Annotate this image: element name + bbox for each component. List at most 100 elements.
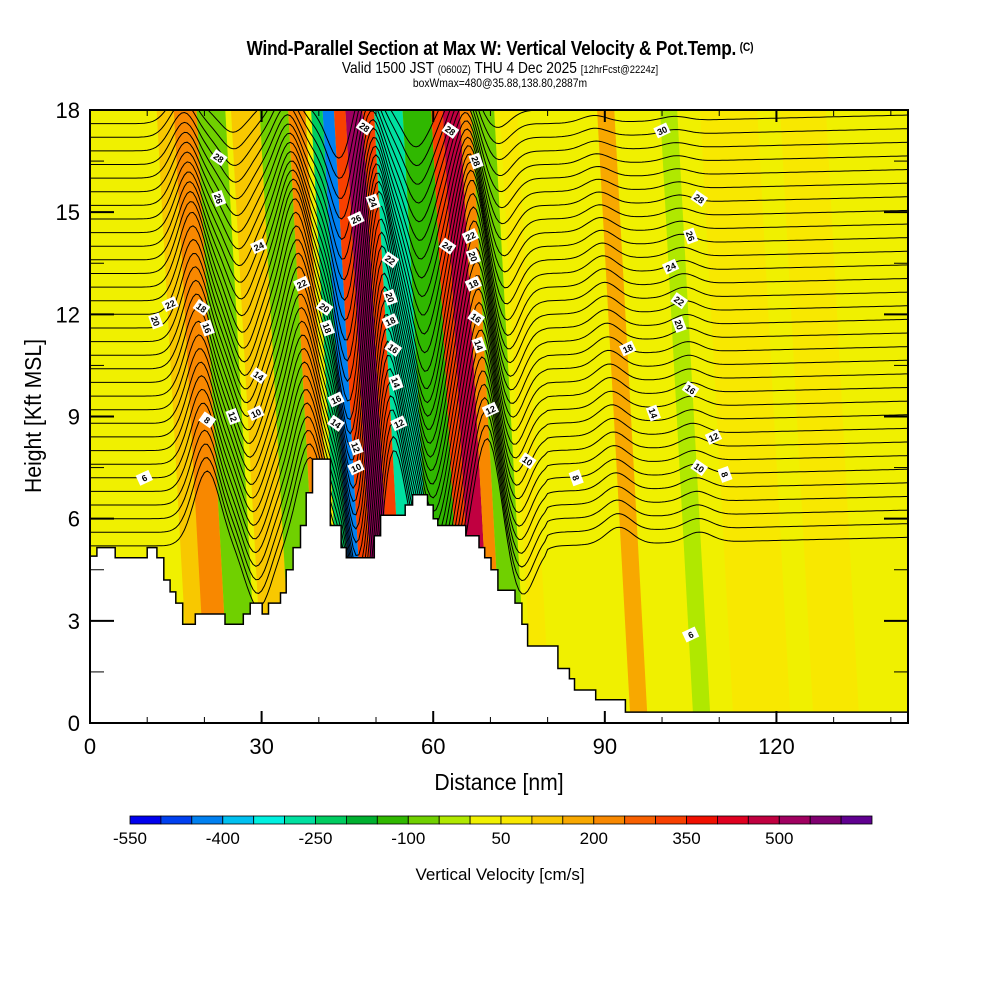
contour-label-text: 16 [330, 393, 343, 406]
contour-label-text: 22 [672, 294, 686, 308]
contour-label: 26 [683, 227, 699, 245]
contour-label-text: 8 [719, 471, 730, 479]
contour-label: 20 [315, 298, 334, 317]
contour-label-text: 28 [469, 155, 482, 168]
contour-label-text: 28 [357, 120, 371, 134]
contour-label: 28 [355, 118, 374, 136]
theta-contour-line [90, 145, 908, 341]
contour-label-text: 22 [295, 278, 308, 291]
colorbar-swatch [500, 815, 533, 825]
contour-label: 18 [381, 313, 399, 330]
x-axis: 0 30 60 90 120 [84, 110, 892, 759]
contour-label: 16 [327, 391, 345, 408]
contour-label-text: 26 [684, 230, 697, 243]
contour-label-text: 30 [656, 124, 669, 137]
theta-contour-line [90, 438, 908, 680]
theta-contour-line [90, 120, 908, 281]
contour-label: 16 [199, 319, 215, 337]
colorbar-swatch [253, 815, 285, 825]
colorbar-swatch [686, 815, 718, 825]
theta-contour-line [90, 161, 908, 383]
colorbar-label: 50 [492, 829, 511, 848]
theta-contour-line [90, 315, 908, 556]
theta-contour-line [90, 410, 908, 652]
contour-label: 24 [250, 238, 268, 255]
colorbar-label: -400 [206, 829, 240, 848]
y-tick-label: 18 [56, 98, 80, 123]
valid-utc: (0600Z) [437, 64, 471, 76]
theta-contour-line [90, 234, 908, 476]
theta-contour-line [90, 383, 908, 626]
colorbar-title: Vertical Velocity [cm/s] [415, 865, 584, 884]
theta-contour-line [90, 136, 908, 321]
contour-label-text: 28 [443, 124, 457, 138]
contour-label-text: 24 [252, 240, 265, 253]
colorbar-swatch [840, 815, 873, 825]
contour-label: 14 [327, 414, 345, 432]
theta-contour-line [90, 329, 908, 571]
contour-label-text: 14 [251, 369, 265, 383]
contour-label: 28 [209, 149, 228, 167]
contour-label-text: 20 [149, 315, 162, 328]
contour-label-text: 22 [164, 298, 177, 311]
contour-label: 12 [348, 438, 364, 456]
contour-label: 16 [467, 309, 485, 327]
theta-contour-line [90, 110, 908, 240]
terrain-mask [89, 458, 909, 724]
chart-title: Wind-Parallel Section at Max W: Vertical… [70, 38, 930, 61]
contour-label-text: 18 [384, 315, 397, 328]
contour-label: 12 [481, 401, 500, 418]
x-tick-label: 0 [84, 734, 96, 759]
theta-contour-line [90, 247, 908, 490]
contour-label-text: 20 [466, 250, 479, 263]
x-tick-label: 30 [249, 734, 273, 759]
contour-label-text: 28 [692, 192, 706, 206]
contour-label-text: 24 [366, 196, 379, 209]
colorbar-swatch [809, 815, 842, 825]
contour-label-text: 16 [386, 342, 400, 356]
contour-label-text: 18 [194, 301, 208, 315]
contour-label: 20 [465, 247, 481, 265]
colorbar-swatch [469, 815, 502, 825]
contour-label-text: 28 [211, 151, 225, 165]
y-tick-label: 6 [68, 507, 80, 532]
box-info: boxWmax=480@35.88,138.80,2887m [412, 76, 588, 90]
contour-label: 6 [681, 626, 700, 643]
contour-label-text: 14 [389, 376, 402, 389]
forecast-info: [12hrFcst@2224z] [580, 64, 659, 76]
y-tick-label: 0 [68, 711, 80, 736]
contour-label-text: 12 [226, 410, 239, 423]
valid-prefix: Valid 1500 JST [341, 60, 434, 77]
theta-contour-line [90, 206, 908, 449]
contour-label: 12 [704, 428, 723, 445]
contour-label: 18 [619, 340, 637, 357]
colorbar-label: -550 [113, 829, 147, 848]
contour-label-text: 12 [392, 417, 405, 430]
contour-label: 10 [690, 459, 709, 477]
contour-label-text: 12 [349, 441, 362, 454]
theta-contour-line [90, 356, 908, 598]
contour-label: 18 [192, 298, 211, 317]
colorbar-swatch [315, 815, 347, 825]
colorbar-label: 500 [765, 829, 793, 848]
colorbar-label: 200 [580, 829, 608, 848]
contour-label: 16 [384, 339, 403, 357]
theta-contour-line [90, 370, 908, 611]
x-tick-label: 60 [421, 734, 445, 759]
contour-label: 28 [468, 152, 484, 170]
contour-label-text: 24 [664, 261, 677, 274]
contour-label: 22 [461, 228, 480, 244]
theta-contour-line [90, 260, 908, 503]
contour-label: 20 [148, 312, 164, 330]
contour-label-text: 16 [683, 383, 697, 397]
theta-contour-line [90, 128, 908, 301]
velocity-band [231, 110, 294, 723]
colorbar-swatch [222, 815, 255, 825]
contour-label: 10 [347, 459, 365, 476]
colorbar-swatch [284, 815, 316, 825]
contour-label-text: 10 [350, 461, 363, 474]
x-tick-label: 90 [593, 734, 617, 759]
contour-label-text: 12 [484, 404, 497, 417]
x-axis-title: Distance [nm] [434, 769, 563, 795]
y-tick-label: 12 [56, 302, 80, 327]
